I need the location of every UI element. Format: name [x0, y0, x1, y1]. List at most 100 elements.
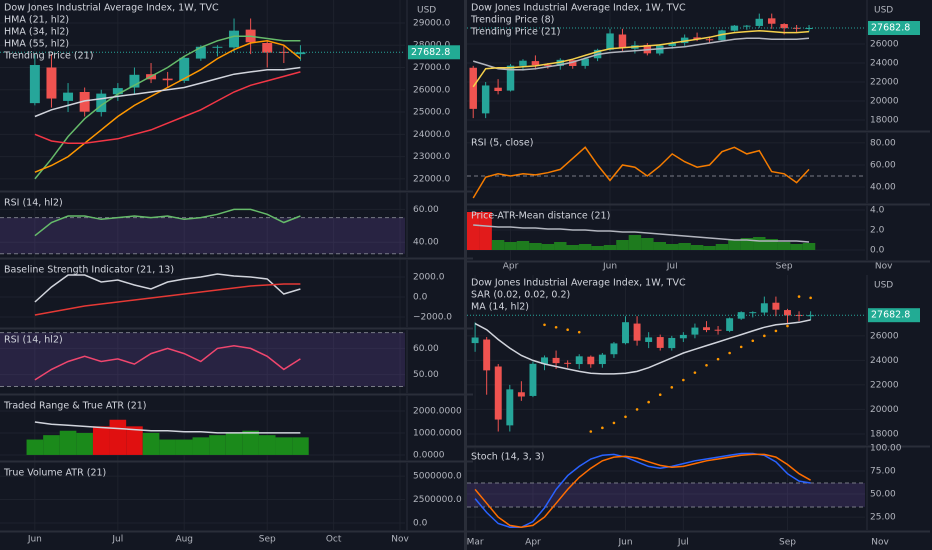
series-line	[34, 40, 301, 173]
x-tick-label: Apr	[525, 538, 541, 548]
series-dot	[797, 295, 801, 298]
candle-body	[703, 327, 710, 331]
last-price-label: 27682.8	[871, 23, 910, 34]
x-tick-label: Nov	[875, 262, 893, 272]
y-tick-label: 26000	[870, 39, 899, 49]
column	[258, 435, 276, 455]
candle-body	[564, 362, 572, 364]
y-tick-label: 25000.0	[413, 108, 450, 118]
column	[541, 244, 555, 250]
candle-body	[46, 67, 57, 99]
candle-body	[693, 37, 701, 40]
y-tick-label: 24000.0	[413, 130, 450, 140]
legend-entry: Trending Price (8)	[470, 15, 554, 26]
y-tick-label: 5000000.0	[413, 472, 462, 482]
candle-body	[179, 57, 190, 81]
candle-body	[645, 337, 653, 342]
y-tick-label: 18000	[870, 429, 899, 439]
y-tick-label: 75.00	[870, 466, 896, 476]
series-dot	[566, 328, 569, 332]
column	[653, 242, 666, 250]
column	[275, 437, 293, 455]
pane-title: True Volume ATR (21)	[3, 468, 106, 479]
column	[566, 245, 579, 250]
last-price-label: 27682.8	[871, 310, 910, 321]
y-tick-label: 0.0	[413, 293, 428, 303]
column	[175, 439, 193, 455]
x-tick-label: Oct	[326, 535, 342, 545]
column	[603, 245, 617, 250]
legend-entry: HMA (21, hl2)	[4, 15, 69, 26]
column	[591, 246, 604, 250]
candle-body	[112, 88, 123, 95]
candle-body	[795, 314, 803, 316]
series-dot	[728, 351, 731, 355]
candle-body	[767, 18, 776, 24]
candle-body	[162, 78, 173, 81]
y-tick-label: 27000.0	[413, 63, 450, 73]
y-tick-label: 22000	[870, 380, 899, 390]
y-tick-label: 24000	[870, 59, 899, 69]
y-tick-label: 26000.0	[413, 85, 450, 95]
x-tick-label: Jul	[666, 262, 678, 272]
series-line	[34, 273, 301, 303]
column	[209, 435, 226, 455]
candle-body	[610, 343, 618, 355]
series-line	[34, 283, 301, 316]
series-line	[34, 421, 301, 434]
candle-body	[96, 93, 107, 113]
candle-body	[517, 392, 525, 397]
candle-body	[633, 323, 641, 341]
candle-body	[295, 52, 306, 55]
y-tick-label: 100.00	[870, 443, 902, 453]
candle-body	[519, 60, 527, 66]
column	[467, 212, 480, 250]
series-dot	[612, 421, 616, 425]
x-tick-label: Jun	[617, 538, 632, 548]
series-line	[34, 35, 301, 180]
column	[479, 212, 492, 250]
series-dot	[774, 329, 778, 333]
candle-body	[494, 366, 502, 420]
candle-body	[568, 60, 577, 66]
y-tick-label: 24000	[870, 356, 899, 366]
series-dot	[658, 393, 662, 397]
y-tick-label: 2.0	[870, 226, 885, 236]
x-tick-label: Jul	[677, 538, 689, 548]
series-dot	[739, 345, 743, 349]
series-line	[34, 345, 301, 381]
y-tick-label: 22000.0	[413, 174, 450, 184]
y-tick-label: 80.00	[870, 138, 896, 148]
pane	[467, 13, 865, 121]
candle-body	[581, 58, 589, 66]
column	[554, 242, 567, 250]
y-tick-label: 40.00	[870, 183, 896, 193]
y-tick-label: 50.00	[870, 490, 896, 500]
y-tick-label: 0.0	[413, 518, 428, 528]
column	[728, 240, 741, 250]
y-tick-label: 2000.0	[413, 273, 445, 283]
column	[242, 430, 259, 455]
candle-body	[195, 46, 206, 59]
currency: USD	[874, 6, 893, 16]
y-tick-label: 4.0	[870, 206, 885, 216]
candle-body	[79, 91, 90, 112]
series-line	[474, 319, 811, 375]
y-tick-label: 20000	[870, 97, 899, 107]
pane	[467, 209, 865, 251]
candle-body	[552, 357, 560, 364]
currency: USD	[874, 281, 893, 291]
last-price-box	[868, 21, 920, 36]
column	[26, 439, 44, 455]
pane	[0, 410, 405, 456]
column	[666, 244, 679, 250]
x-tick-label: Jun	[27, 535, 42, 545]
column	[109, 419, 127, 455]
candle-body	[760, 303, 768, 313]
series-dot	[624, 415, 627, 419]
candle-body	[749, 312, 757, 314]
column	[529, 243, 542, 250]
candle-body	[262, 42, 273, 53]
series-dot	[705, 363, 708, 367]
series-dot	[589, 430, 593, 433]
